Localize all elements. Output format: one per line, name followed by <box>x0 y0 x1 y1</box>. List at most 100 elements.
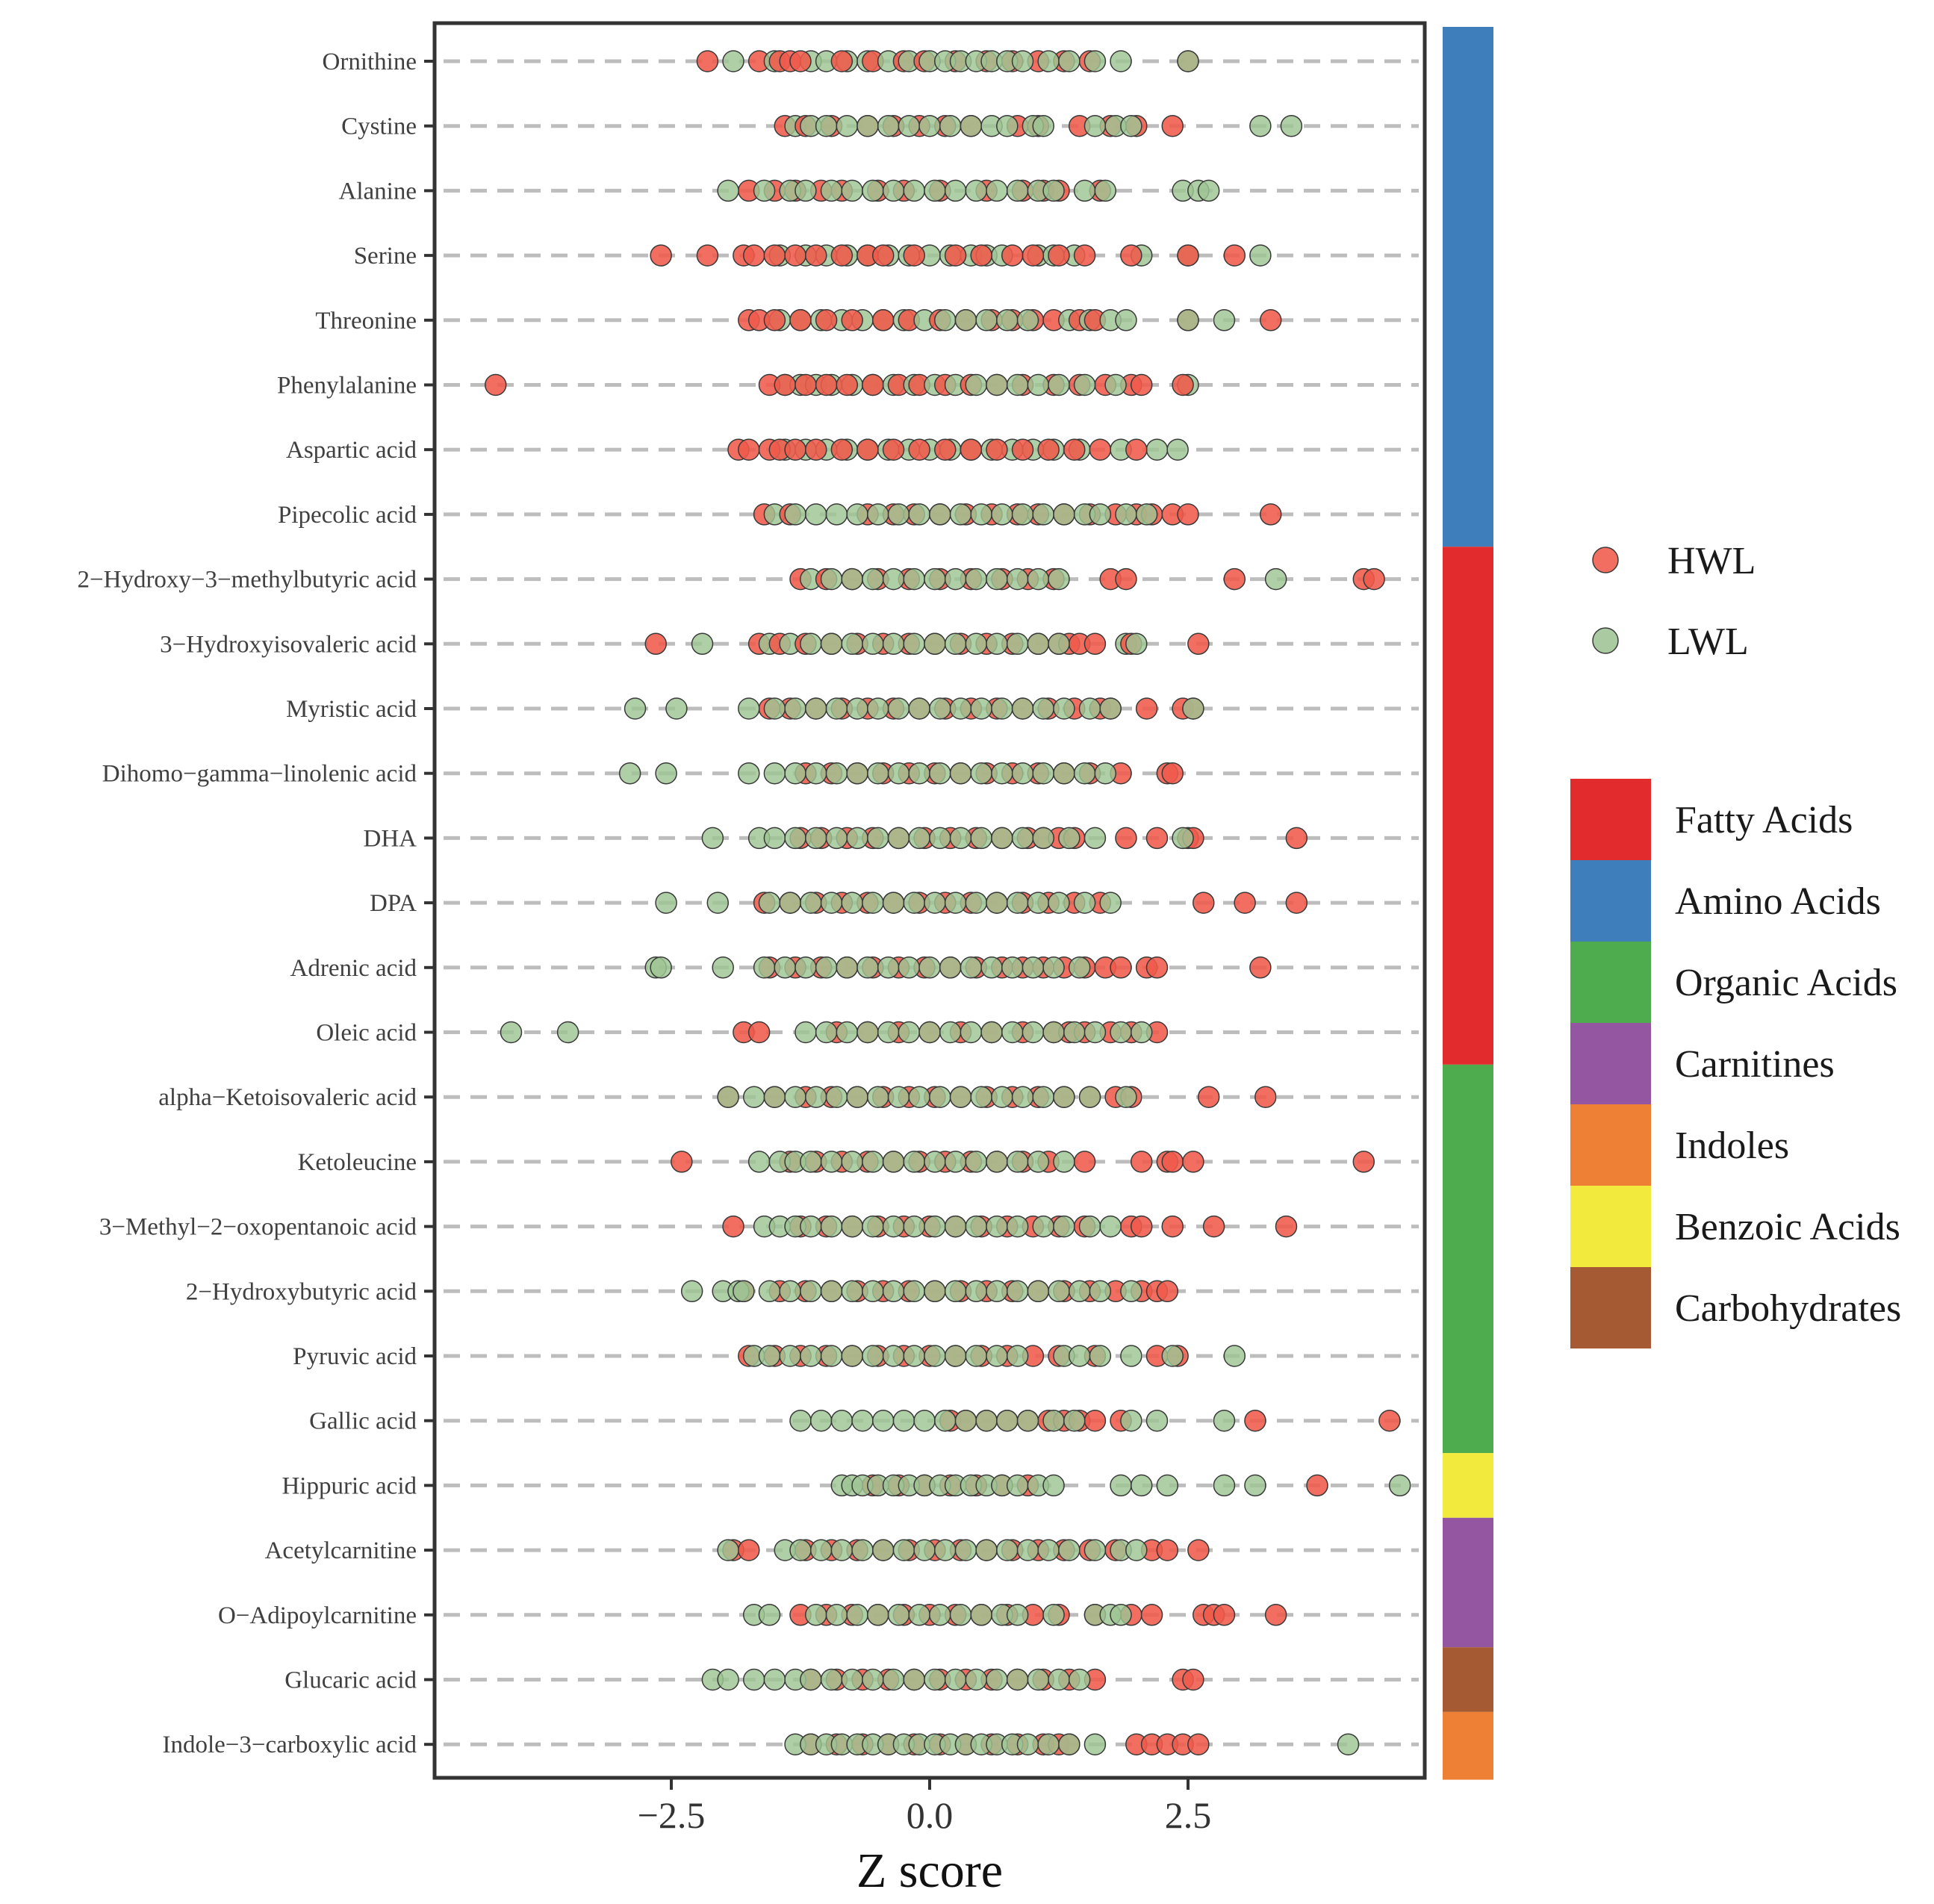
lwl-point <box>986 1345 1008 1367</box>
category-legend-label: Amino Acids <box>1675 880 1881 923</box>
lwl-point <box>1042 956 1065 979</box>
y-tick-label: Gallic acid <box>309 1408 417 1435</box>
lwl-point <box>1135 503 1158 526</box>
category-bar-segment <box>1443 1647 1493 1712</box>
hwl-point <box>1161 762 1184 785</box>
lwl-point <box>1006 567 1029 591</box>
lwl-point <box>882 567 905 591</box>
lwl-point <box>1011 50 1034 72</box>
lwl-point <box>825 827 848 850</box>
lwl-point <box>805 762 827 785</box>
y-tick-label: Hippuric acid <box>282 1472 417 1499</box>
lwl-point <box>1068 1280 1091 1303</box>
hwl-point <box>747 1021 771 1044</box>
lwl-point <box>1073 179 1096 202</box>
lwl-point <box>763 827 786 850</box>
lwl-point <box>1078 1086 1101 1108</box>
lwl-point <box>939 1021 962 1044</box>
lwl-point <box>871 1409 895 1432</box>
hwl-point <box>763 244 786 267</box>
hwl-point <box>1177 244 1199 267</box>
lwl-point <box>836 114 859 137</box>
lwl-point <box>944 632 967 656</box>
lwl-point <box>887 762 910 785</box>
category-legend-swatch <box>1570 1267 1651 1348</box>
lwl-point <box>1120 1280 1142 1303</box>
lwl-point <box>924 892 946 914</box>
lwl-point <box>738 762 760 785</box>
lwl-point <box>825 503 848 526</box>
lwl-point <box>805 827 827 850</box>
hwl-point <box>871 244 895 267</box>
hwl-point <box>1130 373 1153 396</box>
lwl-point <box>841 1280 863 1303</box>
x-tick-label: −2.5 <box>638 1794 706 1836</box>
lwl-point <box>965 1345 988 1367</box>
y-tick-label: Cystine <box>341 113 417 140</box>
lwl-point <box>1161 1345 1184 1367</box>
lwl-point <box>1042 1604 1065 1626</box>
hwl-point <box>1115 827 1137 850</box>
lwl-point <box>1006 1151 1029 1173</box>
lwl-point <box>763 762 786 785</box>
lwl-point <box>1083 1021 1107 1044</box>
lwl-point <box>841 892 863 914</box>
lwl-point <box>862 179 884 202</box>
hwl-point <box>1130 1215 1153 1238</box>
lwl-point <box>742 1668 765 1691</box>
lwl-point <box>1048 1280 1070 1303</box>
lwl-point <box>680 1280 703 1303</box>
lwl-point <box>722 50 744 72</box>
lwl-point <box>1011 827 1034 850</box>
lwl-point <box>1083 1733 1107 1755</box>
lwl-point <box>892 1539 915 1561</box>
lwl-point <box>717 1668 739 1691</box>
lwl-point <box>825 697 848 720</box>
lwl-point <box>809 1409 833 1432</box>
series-legend-label: HWL <box>1667 540 1756 582</box>
lwl-point <box>1166 438 1189 461</box>
hwl-point <box>1182 1151 1204 1173</box>
lwl-point <box>800 1345 822 1367</box>
lwl-point <box>758 892 781 914</box>
lwl-point <box>903 892 925 914</box>
lwl-point <box>1083 50 1107 72</box>
lwl-point <box>1032 1086 1054 1108</box>
lwl-point <box>789 1539 812 1561</box>
lwl-point <box>1006 892 1029 914</box>
lwl-point <box>1073 892 1096 914</box>
lwl-point <box>1042 179 1065 202</box>
lwl-point <box>934 309 957 332</box>
lwl-point <box>1042 1409 1065 1432</box>
hwl-point <box>908 438 930 461</box>
lwl-point <box>944 1668 967 1691</box>
lwl-point <box>1249 114 1272 137</box>
y-tick-label: alpha−Ketoisovaleric acid <box>158 1084 417 1111</box>
lwl-point <box>784 697 806 720</box>
hwl-point <box>696 244 719 267</box>
lwl-point <box>1037 1539 1060 1561</box>
category-bar-segment <box>1443 1711 1493 1780</box>
lwl-point <box>862 1151 884 1173</box>
lwl-point <box>805 503 827 526</box>
lwl-point <box>1037 50 1060 72</box>
hwl-point <box>1145 956 1169 979</box>
lwl-point <box>1110 50 1132 72</box>
lwl-point <box>903 1345 925 1367</box>
lwl-point <box>1006 1280 1029 1303</box>
hwl-point <box>903 244 925 267</box>
lwl-point <box>830 1409 853 1432</box>
lwl-point <box>738 697 760 720</box>
lwl-point <box>747 1151 771 1173</box>
lwl-point <box>882 179 905 202</box>
lwl-point <box>706 892 730 914</box>
lwl-point <box>1027 1668 1050 1691</box>
lwl-point <box>1032 827 1054 850</box>
y-tick-label: DHA <box>364 825 417 852</box>
lwl-point <box>763 697 786 720</box>
lwl-point <box>934 1539 957 1561</box>
lwl-point <box>1068 956 1091 979</box>
lwl-point <box>1027 632 1050 656</box>
lwl-point <box>1011 503 1034 526</box>
lwl-point <box>856 114 879 137</box>
